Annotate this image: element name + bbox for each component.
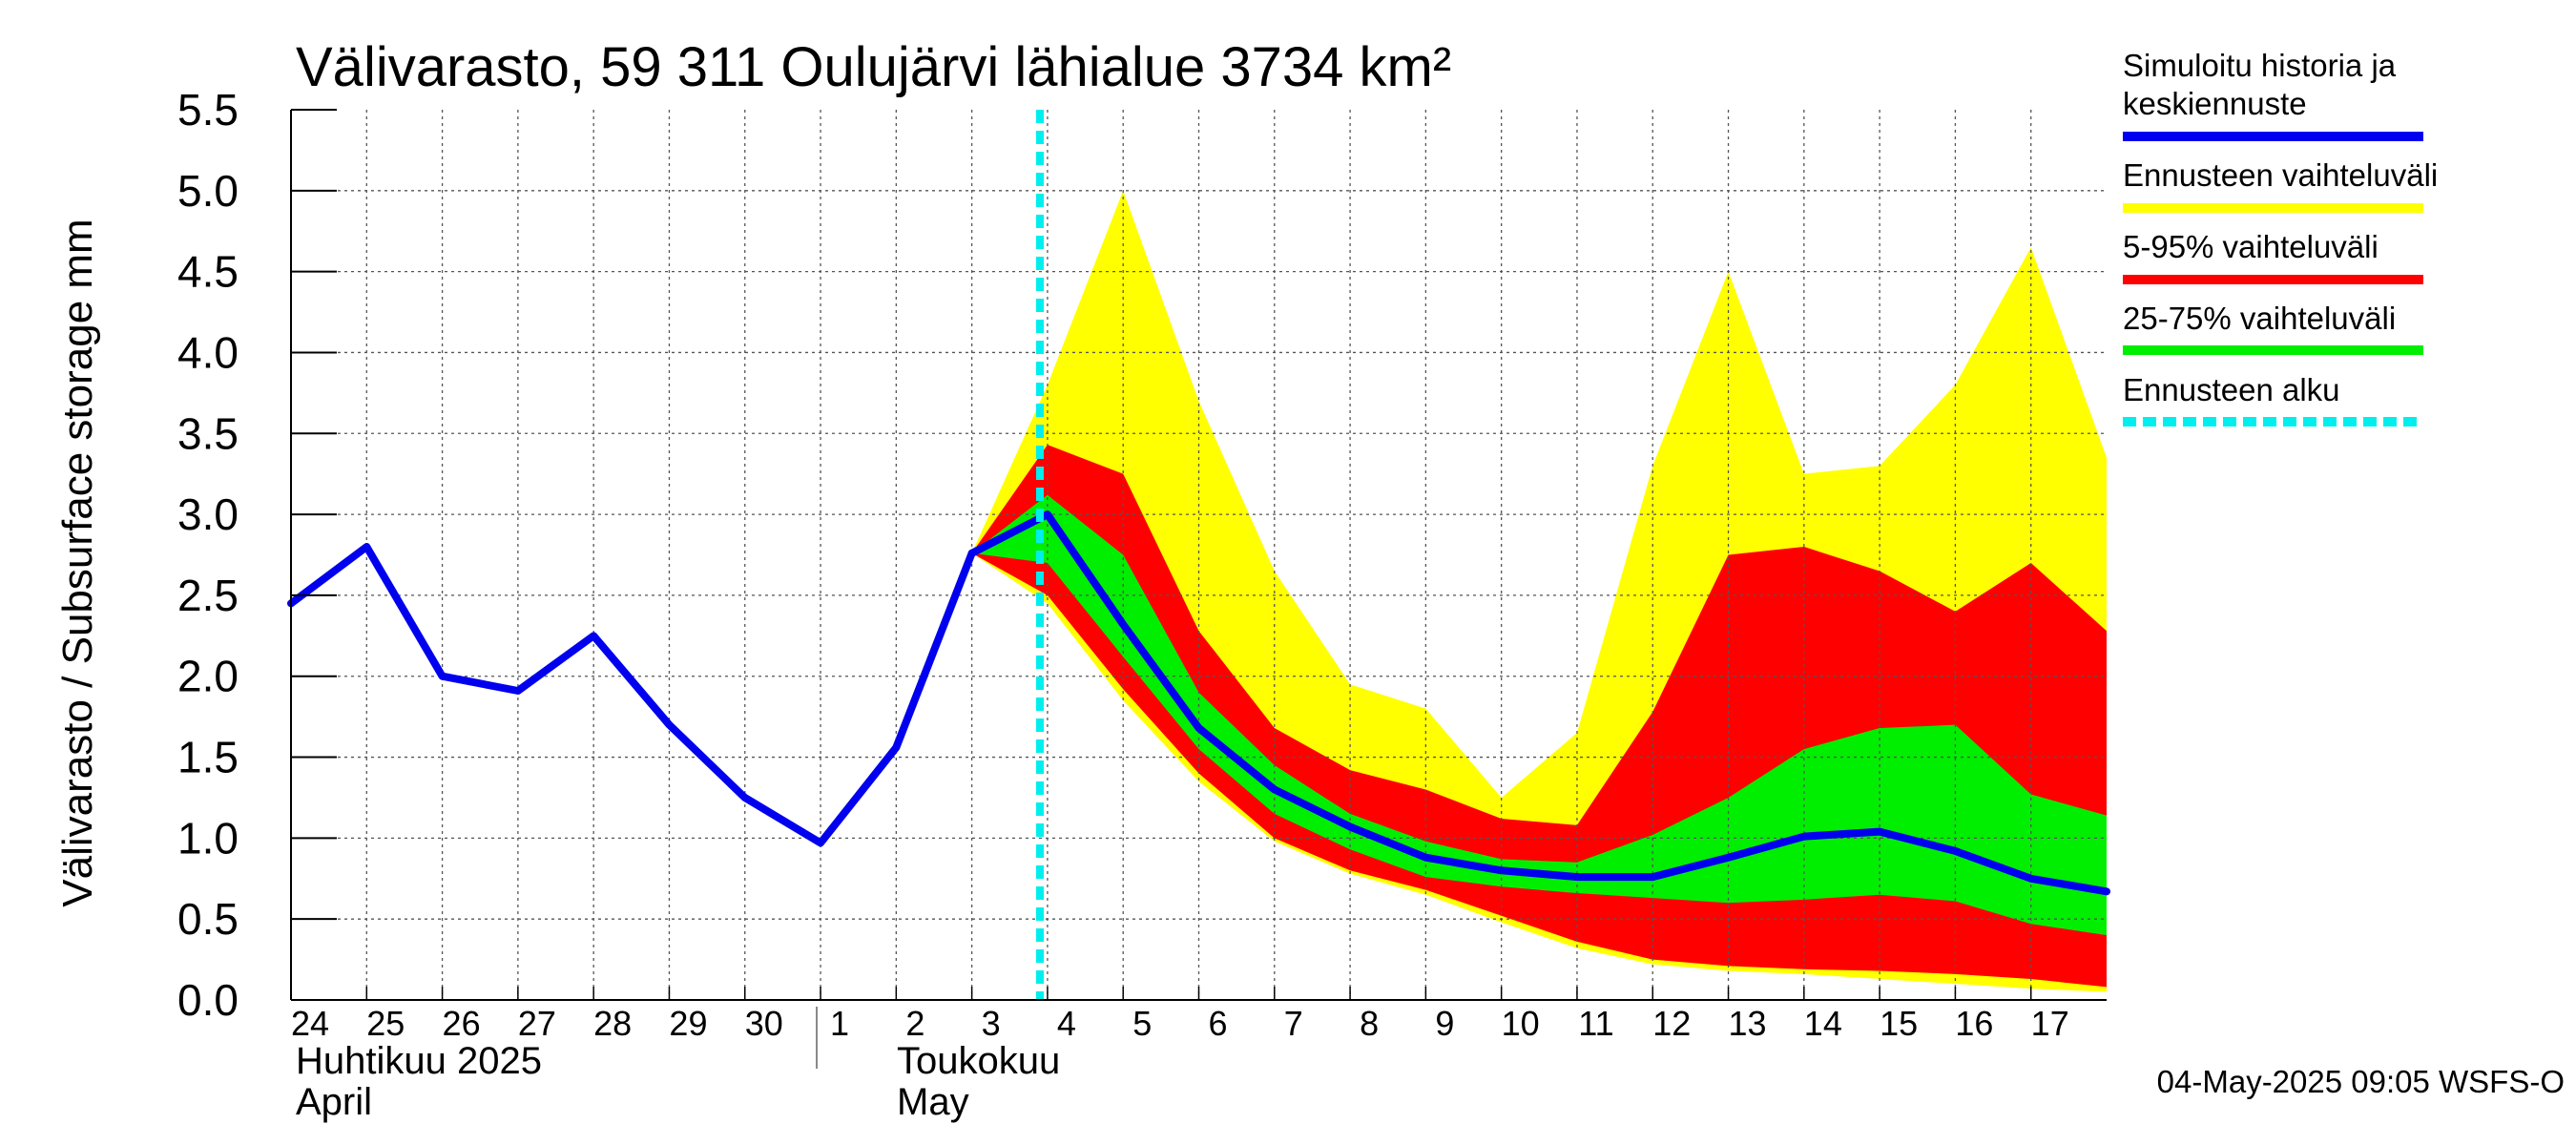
legend-label: 5-95% vaihteluväli — [2123, 229, 2379, 264]
x-tick-label: 4 — [1057, 1004, 1076, 1043]
median-forecast-line — [967, 510, 2110, 896]
series-lines — [287, 110, 2110, 1000]
y-tick-label: 0.5 — [177, 894, 239, 944]
y-tick-label: 4.0 — [177, 327, 239, 377]
grid-lines — [291, 110, 2107, 1000]
y-tick-label: 2.5 — [177, 571, 239, 620]
x-tick-label: 17 — [2031, 1004, 2069, 1043]
y-axis-label: Välivarasto / Subsurface storage mm — [54, 219, 101, 906]
history-line — [287, 543, 976, 847]
x-tick-label: 26 — [443, 1004, 481, 1043]
footer-timestamp: 04-May-2025 09:05 WSFS-O — [2157, 1064, 2565, 1099]
forecast-bands — [971, 190, 2107, 992]
y-tick-label: 3.5 — [177, 408, 239, 458]
x-tick-label: 12 — [1652, 1004, 1691, 1043]
x-tick-label: 9 — [1435, 1004, 1454, 1043]
legend-label: Ennusteen alku — [2123, 372, 2340, 407]
plot-axes — [290, 109, 2107, 1001]
chart-title: Välivarasto, 59 311 Oulujärvi lähialue 3… — [296, 36, 1451, 98]
legend-label: 25-75% vaihteluväli — [2123, 301, 2396, 336]
y-tick-label: 5.0 — [177, 166, 239, 216]
x-tick-label: 27 — [518, 1004, 556, 1043]
x-tick-label: 7 — [1284, 1004, 1303, 1043]
month-label: Toukokuu — [897, 1040, 1060, 1082]
month-label-en: April — [296, 1081, 372, 1123]
x-tick-label: 5 — [1132, 1004, 1152, 1043]
x-tick-label: 28 — [593, 1004, 632, 1043]
x-tick-label: 13 — [1729, 1004, 1767, 1043]
y-tick-label: 4.5 — [177, 247, 239, 297]
legend-label-cont: keskiennuste — [2123, 86, 2307, 121]
month-label-en: May — [897, 1081, 969, 1123]
x-tick-label: 29 — [669, 1004, 707, 1043]
y-tick-label: 1.5 — [177, 733, 239, 782]
y-tick-label: 5.5 — [177, 85, 239, 135]
x-tick-label: 3 — [982, 1004, 1001, 1043]
x-tick-label: 11 — [1578, 1004, 1613, 1043]
x-tick-label: 15 — [1880, 1004, 1918, 1043]
x-tick-label: 1 — [830, 1004, 849, 1043]
y-tick-label: 3.0 — [177, 489, 239, 539]
x-tick-label: 6 — [1208, 1004, 1227, 1043]
x-tick-label: 2 — [905, 1004, 924, 1043]
x-tick-label: 16 — [1955, 1004, 1993, 1043]
month-label: Huhtikuu 2025 — [296, 1040, 542, 1082]
x-tick-label: 14 — [1804, 1004, 1842, 1043]
x-tick-label: 10 — [1502, 1004, 1540, 1043]
legend-label: Ennusteen vaihteluväli — [2123, 157, 2438, 193]
tick-labels: 0.00.51.01.52.02.53.03.54.04.55.05.524 25… — [177, 85, 2069, 1043]
y-tick-label: 2.0 — [177, 652, 239, 701]
legend-label: Simuloitu historia ja — [2123, 48, 2397, 83]
x-tick-label: 30 — [745, 1004, 783, 1043]
x-tick-label: 25 — [366, 1004, 405, 1043]
y-tick-label: 1.0 — [177, 813, 239, 863]
y-tick-label: 0.0 — [177, 975, 239, 1025]
x-tick-label: 8 — [1360, 1004, 1379, 1043]
x-tick-label: 24 — [291, 1004, 329, 1043]
band-2 — [971, 494, 2107, 936]
